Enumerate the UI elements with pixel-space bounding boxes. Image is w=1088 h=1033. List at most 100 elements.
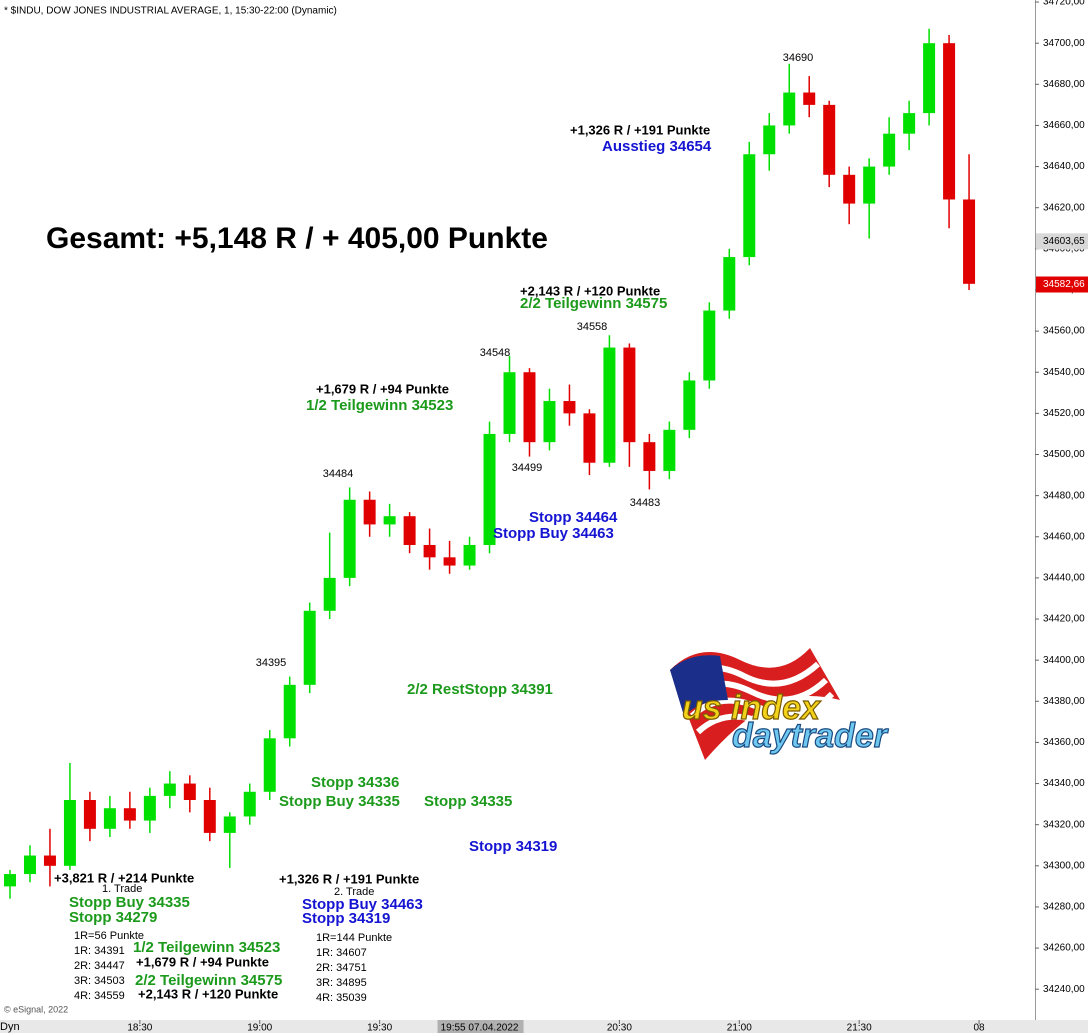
annotation: +1,679 R / +94 Punkte <box>316 381 449 396</box>
candle-body <box>63 800 76 866</box>
candle-body <box>763 125 776 155</box>
annotation: 2R: 34447 <box>74 960 125 972</box>
y-tick-label: 34620,00 <box>1043 202 1085 213</box>
candle-body <box>83 800 96 829</box>
logo: us index daytrader <box>670 648 889 760</box>
y-tick-label: 34240,00 <box>1043 984 1085 995</box>
y-tick-label: 34300,00 <box>1043 860 1085 871</box>
candle-body <box>143 795 156 821</box>
footer-label: Dyn <box>0 1021 20 1033</box>
annotation: Stopp Buy 34463 <box>302 896 423 913</box>
annotation: 1R=56 Punkte <box>74 930 144 942</box>
copyright: © eSignal, 2022 <box>4 1004 68 1014</box>
annotation: Stopp 34464 <box>529 509 618 526</box>
candle-body <box>123 808 136 821</box>
annotation: 1/2 Teilgewinn 34523 <box>133 939 280 956</box>
annotation: Stopp Buy 34463 <box>493 525 614 542</box>
annotation: 34548 <box>480 347 511 359</box>
annotation: 4R: 34559 <box>74 990 125 1002</box>
annotation: 2/2 Teilgewinn 34575 <box>135 972 282 989</box>
x-tick-label: 18:30 <box>127 1023 152 1033</box>
candle-body <box>263 738 276 792</box>
candle-body <box>963 199 976 284</box>
candle-body <box>803 92 816 105</box>
y-tick-label: 34440,00 <box>1043 573 1085 584</box>
candle-body <box>363 499 376 525</box>
y-tick-label: 34500,00 <box>1043 449 1085 460</box>
y-tick-label: 34660,00 <box>1043 120 1085 131</box>
candle-body <box>783 92 796 126</box>
annotation: Gesamt: +5,148 R / + 405,00 Punkte <box>46 222 548 255</box>
logo-canton <box>670 655 728 716</box>
candle-body <box>203 800 216 833</box>
candle-body <box>223 816 236 833</box>
annotation: 34484 <box>323 468 354 480</box>
annotation: Ausstieg 34654 <box>602 138 712 155</box>
candle-body <box>623 347 636 443</box>
y-tick-label: 34640,00 <box>1043 161 1085 172</box>
y-tick-label: 34260,00 <box>1043 943 1085 954</box>
annotation: 1. Trade <box>102 883 142 895</box>
y-tick-label: 34460,00 <box>1043 531 1085 542</box>
candle-body <box>163 783 176 796</box>
candle-body <box>943 43 956 200</box>
chart-title: * $INDU, DOW JONES INDUSTRIAL AVERAGE, 1… <box>4 6 337 17</box>
candle-body <box>23 855 36 875</box>
annotation: 1R: 34607 <box>316 947 367 959</box>
candle-body <box>323 577 336 611</box>
annotation: 34558 <box>577 321 608 333</box>
y-tick-label: 34680,00 <box>1043 79 1085 90</box>
candle-body <box>863 166 876 204</box>
candle-body <box>243 791 256 817</box>
y-tick-label: 34520,00 <box>1043 408 1085 419</box>
annotation: 2/2 Teilgewinn 34575 <box>520 295 667 312</box>
candle-body <box>183 783 196 801</box>
annotation: Stopp 34336 <box>311 774 399 791</box>
annotation: 34395 <box>256 657 287 669</box>
y-tick-label: 34420,00 <box>1043 614 1085 625</box>
annotation: +1,326 R / +191 Punkte <box>279 871 419 886</box>
annotation: Stopp 34319 <box>469 838 557 855</box>
x-tick-label: 08 <box>973 1023 985 1033</box>
candle-body <box>723 257 736 311</box>
candle-body <box>403 516 416 545</box>
candle-body <box>823 104 836 175</box>
y-tick-label: 34340,00 <box>1043 778 1085 789</box>
candle-body <box>423 544 436 558</box>
candle-body <box>523 372 536 443</box>
annotation: Stopp 34279 <box>69 909 157 926</box>
annotation: Stopp Buy 34335 <box>69 894 190 911</box>
candle-body <box>583 413 596 463</box>
annotation: Stopp Buy 34335 <box>279 793 400 810</box>
annotation: 3R: 34895 <box>316 977 367 989</box>
annotation: +3,821 R / +214 Punkte <box>54 870 194 885</box>
candle-body <box>463 544 476 566</box>
annotation: Stopp 34319 <box>302 910 390 927</box>
y-tick-label: 34380,00 <box>1043 696 1085 707</box>
candle-body <box>543 401 556 443</box>
y-tick-label: 34700,00 <box>1043 38 1085 49</box>
y-tick-label: 34360,00 <box>1043 737 1085 748</box>
annotation: 1/2 Teilgewinn 34523 <box>306 397 453 414</box>
y-tick-label: 34320,00 <box>1043 819 1085 830</box>
candle-body <box>743 154 756 258</box>
candle-body <box>603 347 616 463</box>
x-tick-label: 19:30 <box>367 1023 392 1033</box>
x-tick-label: 19:55 07.04.2022 <box>441 1023 519 1033</box>
candle-body <box>903 113 916 134</box>
candle-body <box>923 43 936 114</box>
candle-body <box>343 499 356 578</box>
logo-text: us index <box>682 689 822 727</box>
candle-body <box>663 429 676 471</box>
annotation: 34483 <box>630 497 661 509</box>
x-tick-label: 19:00 <box>247 1023 272 1033</box>
annotation: Stopp 34335 <box>424 793 512 810</box>
y-tick-label: 34540,00 <box>1043 367 1085 378</box>
y-tick-label: 34720,00 <box>1043 0 1085 8</box>
y-tick-label: 34560,00 <box>1043 326 1085 337</box>
annotation: 2. Trade <box>334 886 374 898</box>
logo-text: daytrader <box>732 717 889 755</box>
annotation: +2,143 R / +120 Punkte <box>138 986 278 1001</box>
